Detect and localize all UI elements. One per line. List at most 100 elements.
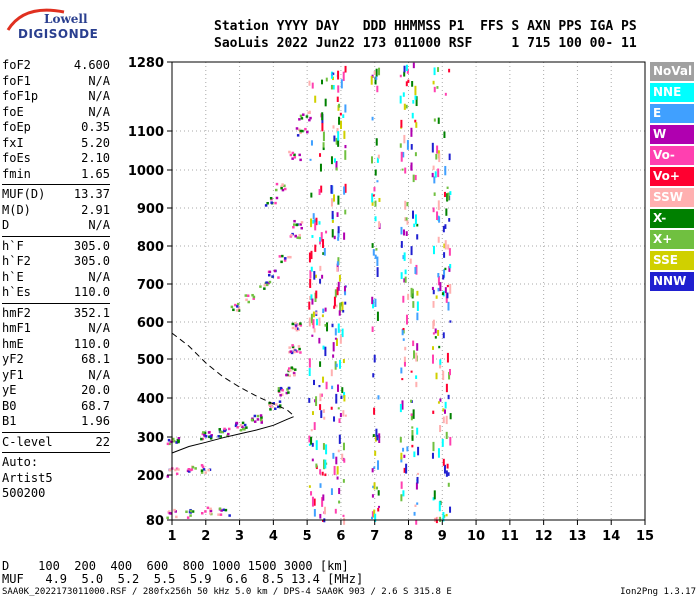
noise-pixel [308, 443, 311, 446]
noise-pixel [414, 95, 417, 100]
noise-pixel [314, 274, 317, 278]
noise-pixel [309, 295, 312, 300]
noise-pixel [311, 235, 314, 238]
noise-pixel [308, 368, 311, 377]
noise-pixel [442, 408, 445, 412]
noise-pixel [310, 218, 313, 228]
echo-point [266, 201, 269, 205]
echo-point [304, 127, 307, 131]
noise-pixel [447, 301, 450, 311]
noise-pixel [343, 517, 346, 525]
noise-pixel [378, 505, 381, 508]
noise-pixel [432, 245, 435, 255]
noise-pixel [338, 329, 341, 333]
noise-pixel [437, 272, 440, 278]
noise-pixel [338, 310, 341, 316]
noise-pixel [371, 116, 374, 121]
noise-pixel [374, 450, 377, 456]
noise-pixel [400, 367, 403, 374]
noise-pixel [431, 354, 434, 364]
echo-point [234, 303, 237, 307]
echo-point [209, 509, 213, 513]
noise-pixel [323, 416, 326, 420]
echo-point [202, 431, 205, 434]
noise-pixel [338, 274, 341, 282]
noise-pixel [374, 298, 377, 307]
param-label: foF1 [2, 73, 31, 88]
echo-point [209, 507, 212, 511]
noise-pixel [449, 191, 452, 196]
echo-point [204, 471, 207, 474]
param-label: C-level [2, 434, 53, 449]
noise-pixel [321, 497, 324, 507]
noise-pixel [312, 319, 315, 329]
noise-pixel [410, 399, 413, 403]
echo-point [223, 427, 226, 431]
echo-point [300, 117, 304, 120]
echo-point [220, 509, 223, 512]
param-row-mufd: MUF(D) 13.37 [2, 187, 110, 203]
echo-point [200, 511, 204, 515]
noise-pixel [433, 67, 436, 76]
noise-pixel [337, 139, 340, 147]
noise-pixel [310, 436, 313, 445]
echo-point [285, 391, 289, 395]
y-tick-label: 700 [137, 278, 164, 293]
echo-point [204, 510, 207, 513]
param-value: N/A [88, 321, 110, 335]
echo-point [168, 442, 171, 446]
noise-pixel [373, 482, 376, 490]
noise-pixel [411, 81, 414, 87]
noise-pixel [344, 209, 347, 215]
noise-pixel [410, 144, 413, 150]
x-tick-label: 12 [535, 529, 553, 544]
noise-pixel [375, 68, 378, 77]
echo-point [201, 465, 205, 469]
noise-pixel [312, 219, 315, 224]
noise-pixel [371, 326, 374, 332]
param-separator [2, 302, 110, 304]
noise-pixel [414, 174, 417, 181]
y-tick-label: 500 [137, 353, 164, 368]
echo-point [174, 468, 177, 472]
noise-pixel [337, 105, 340, 111]
echo-point [256, 418, 260, 421]
echo-point [245, 426, 248, 429]
noise-pixel [415, 482, 418, 490]
noise-pixel [447, 482, 450, 487]
noise-pixel [336, 287, 339, 296]
param-value: 305.0 [73, 254, 110, 268]
noise-pixel [311, 496, 314, 507]
param-row-fxi: fxI 5.20 [2, 136, 110, 152]
echo-point [191, 465, 195, 469]
noise-pixel [341, 301, 344, 312]
noise-pixel [416, 427, 419, 435]
noise-pixel [449, 320, 452, 323]
echo-point [281, 188, 285, 192]
x-tick-label: 2 [201, 529, 210, 544]
echo-point [272, 402, 275, 405]
param-label: fmin [2, 166, 31, 181]
param-row-he: h`E N/A [2, 270, 110, 286]
noise-pixel [443, 409, 446, 414]
noise-pixel [338, 103, 341, 108]
echo-point [288, 346, 291, 349]
noise-pixel [343, 391, 346, 398]
noise-pixel [344, 144, 347, 149]
noise-pixel [445, 208, 448, 216]
legend-item-sse: SSE [650, 251, 694, 270]
noise-pixel [335, 167, 338, 171]
param-value: 0.35 [81, 120, 110, 134]
noise-pixel [308, 435, 311, 443]
echo-point [264, 204, 268, 207]
noise-pixel [449, 506, 452, 513]
param-row-b1: B1 1.96 [2, 414, 110, 430]
echo-point [177, 468, 180, 471]
noise-pixel [415, 122, 418, 128]
artist-version: 500200 [2, 486, 46, 500]
noise-pixel [377, 507, 380, 512]
noise-pixel [444, 240, 447, 250]
noise-pixel [375, 428, 378, 437]
noise-pixel [322, 142, 325, 149]
noise-pixel [371, 193, 374, 203]
